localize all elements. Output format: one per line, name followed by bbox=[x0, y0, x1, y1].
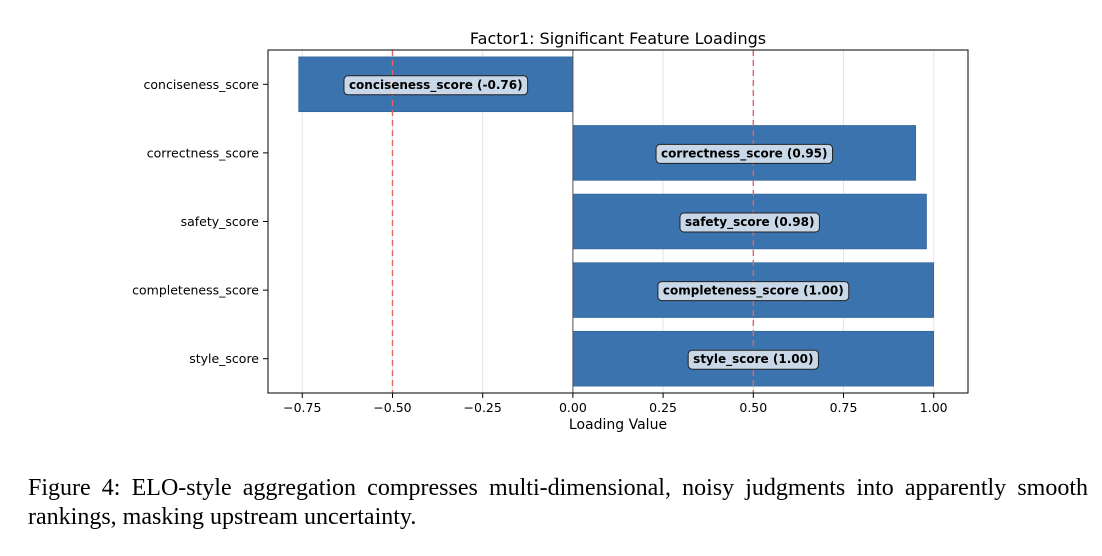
y-tick-label: completeness_score bbox=[132, 283, 259, 298]
x-tick-label: −0.75 bbox=[283, 400, 321, 415]
bar-value-label: completeness_score (1.00) bbox=[663, 284, 844, 299]
y-tick-label: style_score bbox=[189, 351, 259, 366]
bar-label-box bbox=[687, 349, 819, 370]
x-tick-label: −0.50 bbox=[373, 400, 411, 415]
bar-label-box bbox=[655, 143, 834, 164]
bar-label-box bbox=[657, 281, 850, 302]
y-tick-label: conciseness_score bbox=[144, 77, 260, 92]
chart-title: Factor1: Significant Feature Loadings bbox=[470, 29, 766, 48]
x-tick-label: 1.00 bbox=[920, 400, 948, 415]
figure-caption: Figure 4: ELO-style aggregation compress… bbox=[28, 475, 1088, 530]
y-tick-label: safety_score bbox=[181, 214, 260, 229]
x-tick-label: 0.00 bbox=[559, 400, 587, 415]
bar-value-label: conciseness_score (-0.76) bbox=[349, 78, 523, 93]
x-tick-label: −0.25 bbox=[464, 400, 502, 415]
x-tick-label: 0.25 bbox=[649, 400, 677, 415]
y-tick-label: correctness_score bbox=[147, 145, 260, 160]
x-axis-label: Loading Value bbox=[569, 417, 667, 433]
bar-label-box bbox=[343, 75, 529, 96]
bar-value-label: correctness_score (0.95) bbox=[661, 146, 827, 161]
x-tick-label: 0.75 bbox=[830, 400, 858, 415]
bar-chart: Factor1: Significant Feature Loadings −0… bbox=[132, 29, 969, 433]
bar-value-label: style_score (1.00) bbox=[693, 352, 813, 367]
x-tick-label: 0.50 bbox=[739, 400, 767, 415]
bar-label-box bbox=[679, 212, 820, 233]
bar-value-label: safety_score (0.98) bbox=[685, 215, 814, 230]
